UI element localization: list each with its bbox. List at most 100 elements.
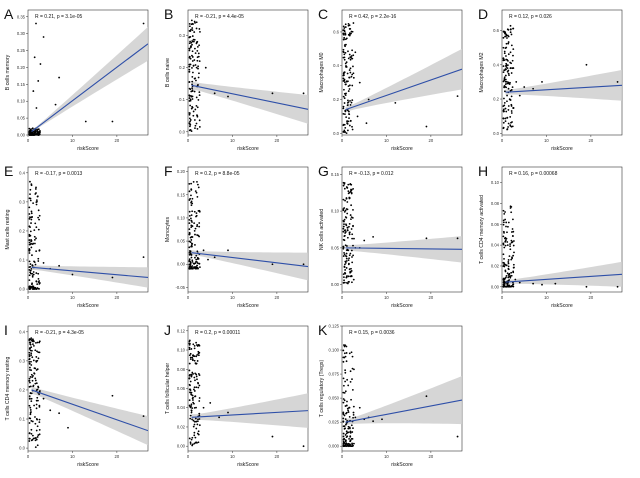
data-point <box>37 128 40 131</box>
confidence-band <box>31 26 148 134</box>
data-point <box>351 388 354 391</box>
data-point <box>505 225 507 228</box>
data-point <box>512 285 515 288</box>
data-point <box>349 430 352 433</box>
data-point <box>345 422 348 424</box>
data-point <box>195 386 198 389</box>
data-point <box>271 92 274 95</box>
data-point <box>31 264 34 267</box>
data-point <box>37 209 40 212</box>
data-point <box>345 432 348 435</box>
correlation-stats: R = 0.12, p = 0.026 <box>509 14 552 20</box>
data-point <box>344 254 347 257</box>
data-point <box>504 218 507 221</box>
data-point <box>188 199 191 201</box>
data-point <box>198 397 201 399</box>
data-point <box>351 378 353 381</box>
data-point <box>510 72 513 74</box>
data-point <box>354 51 357 54</box>
regression-line <box>31 389 148 432</box>
data-point <box>202 406 205 409</box>
plot-area <box>341 166 463 293</box>
data-point <box>193 386 196 389</box>
data-point <box>33 261 36 264</box>
panel-j: J 0.00 0.02 0.04 0.06 0.08 0.10 0.12 0 10 20 riskSc… <box>164 322 309 468</box>
y-tick-label: 0.050 <box>329 396 340 401</box>
data-point <box>505 237 508 240</box>
data-point <box>349 440 352 443</box>
data-point <box>507 262 510 265</box>
y-axis-label: Macrophages M0 <box>319 52 325 92</box>
x-tick-label: 0 <box>27 295 30 300</box>
data-point <box>29 271 32 274</box>
data-point <box>35 133 38 136</box>
data-point <box>30 337 33 340</box>
data-point <box>511 228 514 230</box>
data-point <box>197 52 200 55</box>
data-point <box>34 382 37 385</box>
data-point <box>347 431 350 434</box>
data-point <box>504 244 507 247</box>
data-point <box>503 30 506 33</box>
data-point <box>35 250 38 253</box>
correlation-stats: R = 0.16, p = 0.00068 <box>509 171 558 177</box>
y-tick-label: 0.04 <box>177 405 186 410</box>
data-point <box>31 349 33 352</box>
data-point <box>345 66 348 68</box>
data-point <box>503 285 506 288</box>
data-point <box>191 371 194 374</box>
data-point <box>351 367 354 370</box>
data-point <box>213 92 216 95</box>
data-point <box>191 76 194 78</box>
data-point <box>349 431 352 434</box>
data-point <box>198 125 201 128</box>
data-point <box>342 230 345 233</box>
data-point <box>343 113 346 116</box>
plot-area <box>27 9 149 136</box>
data-point <box>271 435 274 438</box>
data-point <box>37 257 40 260</box>
data-point <box>503 79 506 82</box>
data-point <box>504 240 507 243</box>
x-tick-label: 20 <box>429 454 434 459</box>
data-point <box>511 283 514 286</box>
data-point <box>198 44 201 47</box>
data-point <box>142 415 145 418</box>
data-point <box>190 393 193 396</box>
data-point <box>506 116 509 119</box>
data-point <box>31 376 34 379</box>
data-point <box>302 92 305 95</box>
data-point <box>189 129 192 131</box>
data-point <box>349 71 352 74</box>
data-point <box>33 132 36 135</box>
data-point <box>507 265 510 268</box>
data-point <box>28 132 31 134</box>
data-point <box>505 80 508 83</box>
data-point <box>58 264 61 267</box>
data-point <box>188 437 191 440</box>
data-point <box>344 272 347 275</box>
data-point <box>197 352 200 355</box>
data-point <box>511 241 514 243</box>
data-point <box>35 203 38 206</box>
x-tick-label: 0 <box>187 138 190 143</box>
data-point <box>352 76 355 79</box>
data-point <box>425 125 428 128</box>
y-tick-label: 0.1 <box>19 258 25 263</box>
data-point <box>347 427 350 430</box>
data-point <box>38 433 41 436</box>
data-point <box>38 214 41 217</box>
data-point <box>342 440 345 443</box>
data-point <box>193 434 196 437</box>
data-point <box>38 404 41 407</box>
data-point <box>505 55 507 57</box>
data-point <box>32 345 35 347</box>
data-point <box>37 80 40 82</box>
data-point <box>190 194 192 197</box>
plot-area <box>27 325 149 452</box>
data-point <box>346 236 349 239</box>
data-point <box>343 223 345 226</box>
data-point <box>345 132 348 134</box>
data-point <box>189 45 192 48</box>
data-point <box>192 110 195 113</box>
